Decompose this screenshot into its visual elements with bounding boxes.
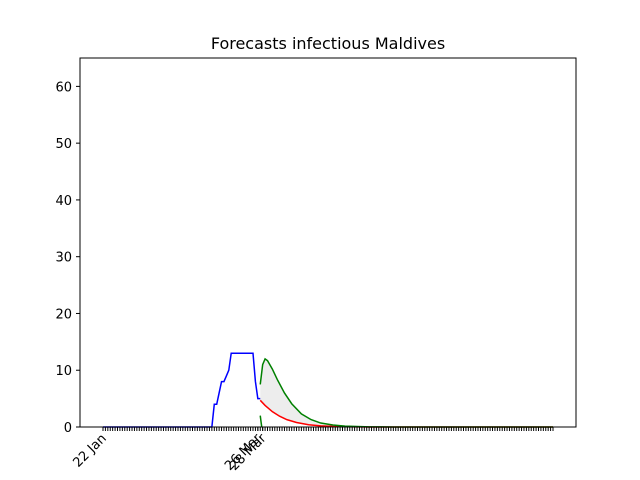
y-tick-label: 10 xyxy=(55,364,72,379)
series-line xyxy=(259,415,263,428)
y-tick-label: 50 xyxy=(55,137,72,152)
y-tick-label: 20 xyxy=(55,307,72,322)
y-tick-label: 30 xyxy=(55,251,72,266)
y-tick-label: 40 xyxy=(55,194,72,209)
y-tick-label: 0 xyxy=(64,421,72,436)
series-line xyxy=(102,352,261,428)
chart-title: Forecasts infectious Maldives xyxy=(211,34,445,53)
y-tick-label: 60 xyxy=(55,80,72,95)
